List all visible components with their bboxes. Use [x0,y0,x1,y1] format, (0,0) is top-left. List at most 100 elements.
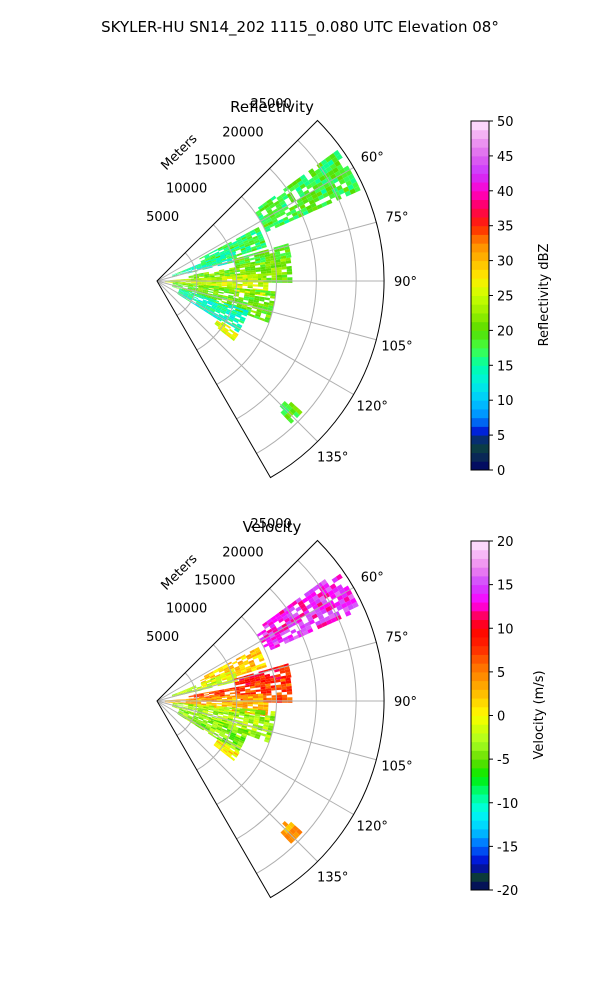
echo-gate [192,708,198,711]
echo-gate [279,667,285,672]
echo-gate [240,736,246,741]
echo-gate [227,703,233,706]
echo-gate [177,283,184,285]
echo-gate [244,258,250,262]
echo-gate [324,615,331,622]
echo-gate [250,709,256,712]
colorbar-segment [471,619,489,629]
echo-gate [347,184,355,191]
echo-gate [254,713,261,717]
echo-gate [183,712,189,716]
echo-gate [271,277,277,281]
echo-gate [257,706,264,710]
echo-gate [213,299,220,303]
echo-gate [271,275,277,278]
echo-gate [218,291,224,294]
colorbar-segment [471,199,489,209]
echo-gate [265,206,271,212]
echo-gate [223,709,230,712]
azimuth-gridline [156,221,377,282]
colorbar-tick-label: 15 [497,359,514,374]
echo-gate [316,181,324,188]
echo-gate [186,268,192,272]
echo-gate [191,687,197,690]
echo-gate [316,203,323,210]
echo-gate [323,592,330,599]
colorbar-segment [471,767,489,778]
echo-gate [204,255,210,260]
colorbar-segment [471,706,489,716]
echo-gate [172,705,178,708]
colorbar-segment [471,312,489,323]
echo-gate [336,594,344,601]
range-ring [196,644,238,771]
echo-gate [183,703,189,706]
echo-gate [327,599,335,606]
colorbar-segment [471,278,489,288]
echo-gate [275,203,282,209]
echo-gate [217,723,224,727]
echo-gate [216,679,222,683]
echo-gate [196,687,203,690]
echo-gate [222,715,229,718]
echo-gate [186,688,192,691]
echo-gate [265,263,271,267]
echo-gate [237,703,243,706]
echo-gate [243,309,249,313]
echo-gate [309,610,317,616]
echo-gate [231,742,237,747]
echo-gate [211,698,217,700]
echo-gate [177,272,183,275]
echo-gate [231,674,237,678]
echo-gate [255,244,262,248]
echo-gate [231,334,237,340]
echo-gate [287,623,294,629]
echo-gate [215,675,221,679]
colorbar-segment [471,645,489,655]
echo-gate [251,247,258,252]
echo-gate [274,251,281,255]
echo-gate [164,281,171,282]
echo-gate [314,598,322,605]
echo-gate [183,283,189,286]
echo-gate [286,688,293,692]
echo-gate [211,680,217,683]
echo-gate [278,197,285,204]
echo-gate [183,703,189,705]
echo-gate [215,728,221,733]
echo-gate [239,713,245,716]
echo-gate [216,697,222,700]
echo-gate [253,721,259,726]
echo-gate [224,708,230,711]
echo-gate [259,675,266,679]
echo-gate [274,612,281,618]
echo-gate [227,681,233,684]
echo-gate [183,292,189,296]
echo-gate [283,606,290,613]
echo-gate [239,687,245,690]
echo-gate [255,289,261,293]
echo-gate [224,706,230,709]
echo-gate [228,294,234,298]
echo-gate [286,265,292,270]
echo-gate [182,294,188,298]
echo-gate [219,253,226,257]
echo-gate [202,684,208,687]
echo-gate [283,186,290,193]
echo-gate [208,706,214,709]
echo-gate [236,252,243,257]
colorbar-segment [471,295,489,305]
echo-gate [216,298,223,301]
echo-gate [209,253,215,257]
echo-gate [212,723,218,727]
echo-gate [196,265,202,268]
colorbar-segment [471,129,489,139]
echo-gate [324,156,332,163]
echo-gate [187,296,193,300]
echo-gate [275,676,282,680]
echo-gate [201,713,208,717]
echo-gate [229,669,235,674]
echo-gate [206,699,212,701]
echo-gate [280,255,287,260]
echo-gate [225,744,231,749]
